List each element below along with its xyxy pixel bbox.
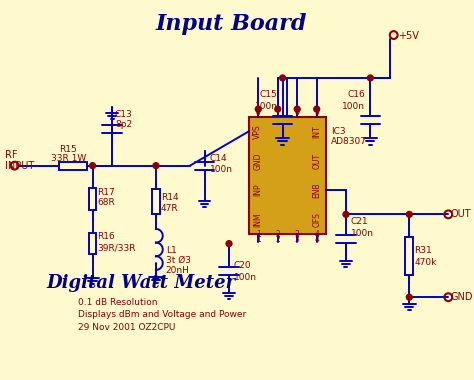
Text: 8p2: 8p2 bbox=[115, 120, 132, 129]
Circle shape bbox=[226, 241, 232, 247]
Text: L1: L1 bbox=[166, 246, 176, 255]
Text: INP: INP bbox=[254, 184, 263, 196]
Text: Input Board: Input Board bbox=[155, 13, 307, 35]
Text: 33R 1W: 33R 1W bbox=[51, 154, 86, 163]
Text: +5V: +5V bbox=[398, 31, 419, 41]
Text: 470k: 470k bbox=[414, 258, 437, 267]
Text: RF: RF bbox=[5, 150, 18, 160]
Text: 4: 4 bbox=[314, 234, 319, 244]
Text: 20nH: 20nH bbox=[166, 266, 190, 275]
Bar bbox=[89, 233, 97, 254]
Text: 8: 8 bbox=[256, 108, 261, 117]
Circle shape bbox=[314, 106, 319, 112]
Text: 6: 6 bbox=[295, 108, 300, 117]
Circle shape bbox=[255, 106, 261, 112]
Text: 2: 2 bbox=[275, 234, 280, 244]
Text: 8: 8 bbox=[256, 107, 261, 116]
Circle shape bbox=[294, 106, 300, 112]
Text: IC3
AD8307: IC3 AD8307 bbox=[331, 127, 367, 146]
Bar bbox=[248, 117, 327, 234]
Text: 29 Nov 2001 OZ2CPU: 29 Nov 2001 OZ2CPU bbox=[78, 323, 175, 332]
Text: 100n: 100n bbox=[234, 273, 257, 282]
Text: C21: C21 bbox=[351, 217, 368, 226]
Text: R31: R31 bbox=[414, 246, 432, 255]
Text: 68R: 68R bbox=[98, 198, 115, 207]
Text: INPUT: INPUT bbox=[5, 161, 34, 171]
Text: ENB: ENB bbox=[312, 182, 321, 198]
Text: 100n: 100n bbox=[351, 229, 374, 238]
Text: 7: 7 bbox=[275, 107, 280, 116]
Text: 0.1 dB Resolution: 0.1 dB Resolution bbox=[78, 298, 157, 307]
Text: 1: 1 bbox=[256, 234, 261, 244]
Text: R17: R17 bbox=[98, 188, 115, 197]
Text: 100n: 100n bbox=[210, 165, 233, 174]
Text: OUT: OUT bbox=[312, 153, 321, 169]
Text: 7: 7 bbox=[275, 108, 280, 117]
Text: R16: R16 bbox=[98, 232, 115, 241]
Circle shape bbox=[153, 163, 159, 169]
Circle shape bbox=[275, 106, 281, 112]
Text: 47R: 47R bbox=[161, 204, 178, 214]
Bar bbox=[152, 188, 160, 214]
Text: 3t Ø3: 3t Ø3 bbox=[166, 256, 191, 265]
Text: OUT: OUT bbox=[450, 209, 471, 219]
Text: C20: C20 bbox=[234, 261, 252, 270]
Text: 3: 3 bbox=[295, 230, 300, 239]
Text: INM: INM bbox=[254, 212, 263, 226]
Text: C14: C14 bbox=[210, 154, 227, 163]
Text: 1: 1 bbox=[256, 230, 261, 239]
Text: GND: GND bbox=[450, 292, 473, 302]
Text: 6: 6 bbox=[295, 107, 300, 116]
Text: 3: 3 bbox=[295, 234, 300, 244]
Text: C13: C13 bbox=[115, 110, 133, 119]
Text: 100n: 100n bbox=[255, 102, 278, 111]
Circle shape bbox=[343, 211, 349, 217]
Text: 5: 5 bbox=[314, 107, 319, 116]
Text: R14: R14 bbox=[161, 193, 178, 202]
Text: 39R/33R: 39R/33R bbox=[98, 244, 136, 252]
Text: 2: 2 bbox=[275, 230, 280, 239]
Bar bbox=[405, 237, 413, 274]
Circle shape bbox=[406, 294, 412, 300]
Text: GND: GND bbox=[254, 152, 263, 169]
Text: Displays dBm and Voltage and Power: Displays dBm and Voltage and Power bbox=[78, 310, 246, 319]
Text: VPS: VPS bbox=[254, 124, 263, 139]
Text: OFS: OFS bbox=[312, 212, 321, 227]
Bar bbox=[89, 188, 97, 210]
Text: 4: 4 bbox=[314, 230, 319, 239]
Text: C15: C15 bbox=[260, 90, 278, 100]
Circle shape bbox=[90, 163, 95, 169]
Circle shape bbox=[367, 75, 373, 81]
Text: INT: INT bbox=[312, 125, 321, 138]
Text: Digital Watt Meter: Digital Watt Meter bbox=[47, 274, 236, 291]
Text: C16: C16 bbox=[348, 90, 365, 100]
Circle shape bbox=[280, 75, 285, 81]
Text: 100n: 100n bbox=[342, 102, 365, 111]
Bar bbox=[59, 162, 87, 169]
Text: R15: R15 bbox=[59, 145, 77, 154]
Circle shape bbox=[406, 211, 412, 217]
Text: 5: 5 bbox=[314, 108, 319, 117]
